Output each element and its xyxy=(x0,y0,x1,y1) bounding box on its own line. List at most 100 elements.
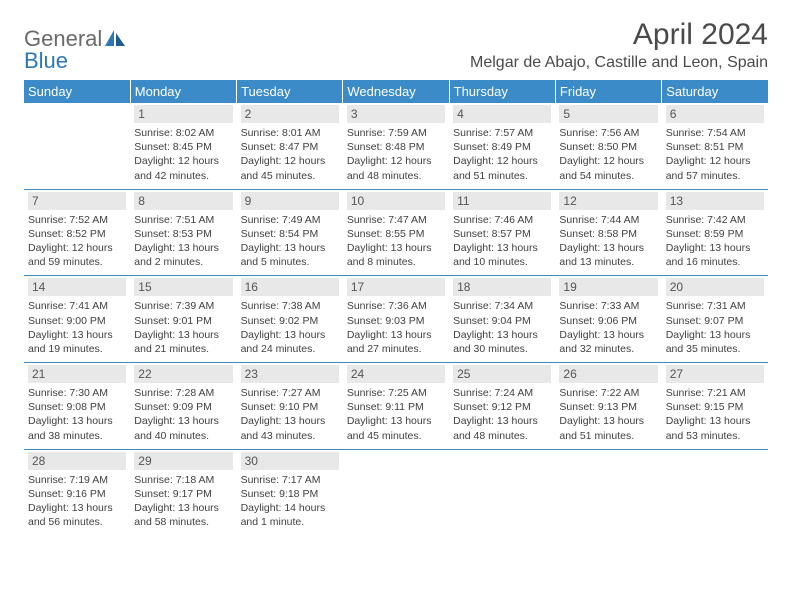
day-detail: Sunrise: 7:46 AMSunset: 8:57 PMDaylight:… xyxy=(453,213,551,270)
calendar-cell: 10 Sunrise: 7:47 AMSunset: 8:55 PMDayligh… xyxy=(343,189,449,276)
day-detail: Sunrise: 7:30 AMSunset: 9:08 PMDaylight:… xyxy=(28,386,126,443)
day-detail: Sunrise: 7:49 AMSunset: 8:54 PMDaylight:… xyxy=(241,213,339,270)
day-number: 3 xyxy=(347,105,445,123)
calendar-cell xyxy=(24,103,130,189)
calendar-body: 1 Sunrise: 8:02 AMSunset: 8:45 PMDaylight… xyxy=(24,103,768,535)
calendar-cell: 28Sunrise: 7:19 AMSunset: 9:16 PMDayligh… xyxy=(24,449,130,535)
calendar-cell: 9 Sunrise: 7:49 AMSunset: 8:54 PMDaylight… xyxy=(237,189,343,276)
title-block: April 2024 Melgar de Abajo, Castille and… xyxy=(470,18,768,72)
day-number: 23 xyxy=(241,365,339,383)
day-number: 5 xyxy=(559,105,657,123)
day-number: 16 xyxy=(241,278,339,296)
day-detail: Sunrise: 7:54 AMSunset: 8:51 PMDaylight:… xyxy=(666,126,764,183)
calendar-cell xyxy=(555,449,661,535)
day-number: 8 xyxy=(134,192,232,210)
calendar-cell: 4 Sunrise: 7:57 AMSunset: 8:49 PMDaylight… xyxy=(449,103,555,189)
day-detail: Sunrise: 7:44 AMSunset: 8:58 PMDaylight:… xyxy=(559,213,657,270)
calendar-cell: 16 Sunrise: 7:38 AMSunset: 9:02 PMDayligh… xyxy=(237,276,343,363)
day-detail: Sunrise: 8:02 AMSunset: 8:45 PMDaylight:… xyxy=(134,126,232,183)
calendar-cell: 24 Sunrise: 7:25 AMSunset: 9:11 PMDayligh… xyxy=(343,363,449,450)
day-number: 17 xyxy=(347,278,445,296)
day-number: 9 xyxy=(241,192,339,210)
day-number: 18 xyxy=(453,278,551,296)
day-number: 7 xyxy=(28,192,126,210)
day-number: 29 xyxy=(134,452,232,470)
day-number: 13 xyxy=(666,192,764,210)
logo-sail-icon xyxy=(104,29,126,52)
day-number: 28 xyxy=(28,452,126,470)
weekday-header: Friday xyxy=(555,80,661,103)
day-detail: Sunrise: 7:38 AMSunset: 9:02 PMDaylight:… xyxy=(241,299,339,356)
day-detail: Sunrise: 7:33 AMSunset: 9:06 PMDaylight:… xyxy=(559,299,657,356)
day-number: 27 xyxy=(666,365,764,383)
weekday-header: Tuesday xyxy=(237,80,343,103)
day-detail: Sunrise: 7:25 AMSunset: 9:11 PMDaylight:… xyxy=(347,386,445,443)
header: General April 2024 Melgar de Abajo, Cast… xyxy=(24,18,768,72)
calendar-cell xyxy=(343,449,449,535)
weekday-header: Thursday xyxy=(449,80,555,103)
day-detail: Sunrise: 7:36 AMSunset: 9:03 PMDaylight:… xyxy=(347,299,445,356)
day-detail: Sunrise: 8:01 AMSunset: 8:47 PMDaylight:… xyxy=(241,126,339,183)
calendar-cell: 5 Sunrise: 7:56 AMSunset: 8:50 PMDaylight… xyxy=(555,103,661,189)
calendar-cell: 6 Sunrise: 7:54 AMSunset: 8:51 PMDaylight… xyxy=(662,103,768,189)
day-detail: Sunrise: 7:27 AMSunset: 9:10 PMDaylight:… xyxy=(241,386,339,443)
calendar-cell: 8Sunrise: 7:51 AMSunset: 8:53 PMDaylight… xyxy=(130,189,236,276)
calendar-cell: 27 Sunrise: 7:21 AMSunset: 9:15 PMDayligh… xyxy=(662,363,768,450)
calendar-cell: 30Sunrise: 7:17 AMSunset: 9:18 PMDayligh… xyxy=(237,449,343,535)
day-detail: Sunrise: 7:39 AMSunset: 9:01 PMDaylight:… xyxy=(134,299,232,356)
day-detail: Sunrise: 7:21 AMSunset: 9:15 PMDaylight:… xyxy=(666,386,764,443)
weekday-header: Sunday xyxy=(24,80,130,103)
calendar-cell: 23 Sunrise: 7:27 AMSunset: 9:10 PMDayligh… xyxy=(237,363,343,450)
day-number: 24 xyxy=(347,365,445,383)
day-detail: Sunrise: 7:41 AMSunset: 9:00 PMDaylight:… xyxy=(28,299,126,356)
calendar-cell: 17 Sunrise: 7:36 AMSunset: 9:03 PMDayligh… xyxy=(343,276,449,363)
weekday-header-row: SundayMondayTuesdayWednesdayThursdayFrid… xyxy=(24,80,768,103)
day-detail: Sunrise: 7:24 AMSunset: 9:12 PMDaylight:… xyxy=(453,386,551,443)
calendar-cell: 21 Sunrise: 7:30 AMSunset: 9:08 PMDayligh… xyxy=(24,363,130,450)
day-detail: Sunrise: 7:28 AMSunset: 9:09 PMDaylight:… xyxy=(134,386,232,443)
day-number: 4 xyxy=(453,105,551,123)
calendar-cell: 26Sunrise: 7:22 AMSunset: 9:13 PMDayligh… xyxy=(555,363,661,450)
calendar-cell: 2 Sunrise: 8:01 AMSunset: 8:47 PMDaylight… xyxy=(237,103,343,189)
day-number: 6 xyxy=(666,105,764,123)
day-detail: Sunrise: 7:57 AMSunset: 8:49 PMDaylight:… xyxy=(453,126,551,183)
calendar-cell: 7Sunrise: 7:52 AMSunset: 8:52 PMDaylight… xyxy=(24,189,130,276)
day-number: 26 xyxy=(559,365,657,383)
day-detail: Sunrise: 7:47 AMSunset: 8:55 PMDaylight:… xyxy=(347,213,445,270)
calendar-cell: 18 Sunrise: 7:34 AMSunset: 9:04 PMDayligh… xyxy=(449,276,555,363)
day-number: 22 xyxy=(134,365,232,383)
calendar-cell: 22 Sunrise: 7:28 AMSunset: 9:09 PMDayligh… xyxy=(130,363,236,450)
calendar-cell: 20 Sunrise: 7:31 AMSunset: 9:07 PMDayligh… xyxy=(662,276,768,363)
day-number: 15 xyxy=(134,278,232,296)
calendar-cell: 19 Sunrise: 7:33 AMSunset: 9:06 PMDayligh… xyxy=(555,276,661,363)
calendar-cell: 12 Sunrise: 7:44 AMSunset: 8:58 PMDayligh… xyxy=(555,189,661,276)
calendar-cell: 13 Sunrise: 7:42 AMSunset: 8:59 PMDayligh… xyxy=(662,189,768,276)
calendar-cell: 25Sunrise: 7:24 AMSunset: 9:12 PMDayligh… xyxy=(449,363,555,450)
day-detail: Sunrise: 7:56 AMSunset: 8:50 PMDaylight:… xyxy=(559,126,657,183)
day-number: 20 xyxy=(666,278,764,296)
calendar-cell: 3 Sunrise: 7:59 AMSunset: 8:48 PMDaylight… xyxy=(343,103,449,189)
day-number: 10 xyxy=(347,192,445,210)
day-detail: Sunrise: 7:42 AMSunset: 8:59 PMDaylight:… xyxy=(666,213,764,270)
day-number: 19 xyxy=(559,278,657,296)
day-number: 21 xyxy=(28,365,126,383)
day-detail: Sunrise: 7:18 AMSunset: 9:17 PMDaylight:… xyxy=(134,473,232,530)
weekday-header: Monday xyxy=(130,80,236,103)
calendar-cell: 15 Sunrise: 7:39 AMSunset: 9:01 PMDayligh… xyxy=(130,276,236,363)
month-title: April 2024 xyxy=(470,18,768,52)
day-detail: Sunrise: 7:17 AMSunset: 9:18 PMDaylight:… xyxy=(241,473,339,530)
calendar-week-row: 28Sunrise: 7:19 AMSunset: 9:16 PMDayligh… xyxy=(24,449,768,535)
day-detail: Sunrise: 7:34 AMSunset: 9:04 PMDaylight:… xyxy=(453,299,551,356)
calendar-cell: 29 Sunrise: 7:18 AMSunset: 9:17 PMDayligh… xyxy=(130,449,236,535)
day-number: 1 xyxy=(134,105,232,123)
calendar-week-row: 14 Sunrise: 7:41 AMSunset: 9:00 PMDayligh… xyxy=(24,276,768,363)
day-detail: Sunrise: 7:31 AMSunset: 9:07 PMDaylight:… xyxy=(666,299,764,356)
day-detail: Sunrise: 7:59 AMSunset: 8:48 PMDaylight:… xyxy=(347,126,445,183)
calendar-week-row: 7Sunrise: 7:52 AMSunset: 8:52 PMDaylight… xyxy=(24,189,768,276)
calendar-cell xyxy=(449,449,555,535)
weekday-header: Saturday xyxy=(662,80,768,103)
day-number: 14 xyxy=(28,278,126,296)
day-number: 12 xyxy=(559,192,657,210)
day-number: 2 xyxy=(241,105,339,123)
calendar-cell xyxy=(662,449,768,535)
